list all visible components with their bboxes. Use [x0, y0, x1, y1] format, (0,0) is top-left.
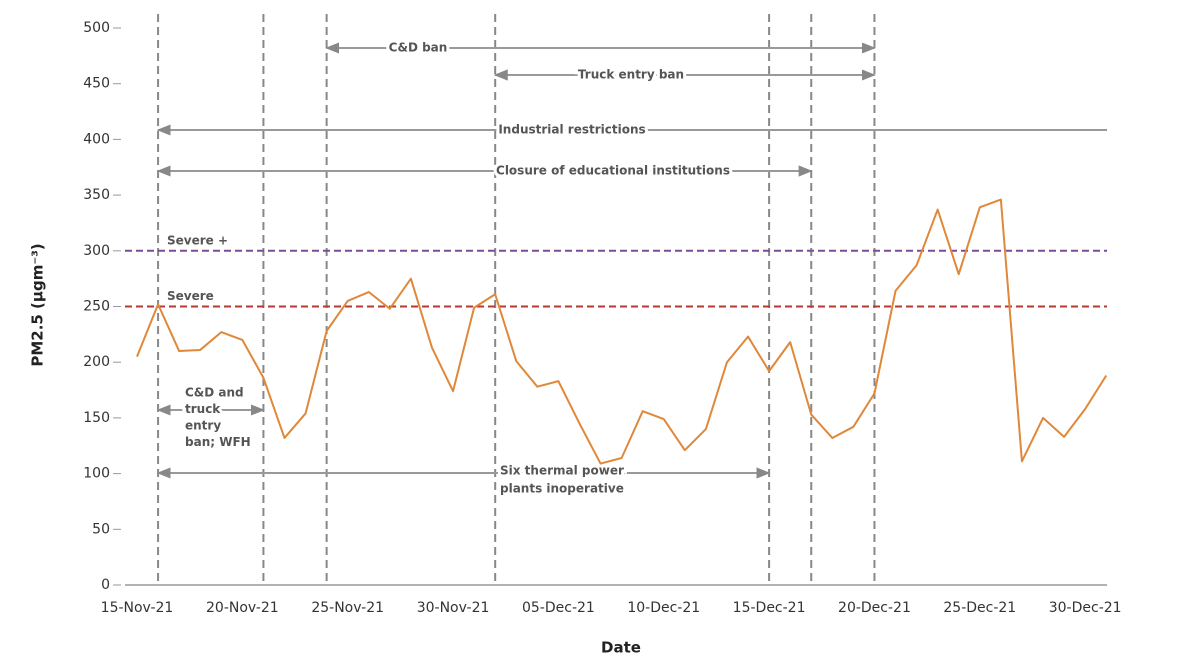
x-tick-label: 15-Nov-21 — [101, 600, 174, 616]
y-tick-label: 450 — [83, 76, 110, 92]
y-tick-label: 200 — [83, 354, 110, 370]
y-tick-label: 0 — [101, 577, 110, 593]
y-tick-label: 100 — [83, 466, 110, 482]
x-tick-label: 10-Dec-21 — [627, 600, 700, 616]
x-tick-label: 25-Nov-21 — [311, 600, 384, 616]
annotation-text: C&D and — [185, 386, 244, 400]
x-tick-label: 20-Nov-21 — [206, 600, 279, 616]
y-tick-label: 350 — [83, 187, 110, 203]
annotation-text: Truck entry ban — [578, 68, 684, 82]
y-tick-label: 300 — [83, 243, 110, 259]
data-line — [136, 198, 1108, 465]
annotation-text: entry — [185, 419, 221, 433]
x-tick-label: 25-Dec-21 — [943, 600, 1016, 616]
annotation-text: Industrial restrictions — [498, 123, 645, 137]
annotation-text: Six thermal power — [500, 464, 624, 478]
x-tick-label: 20-Dec-21 — [838, 600, 911, 616]
y-tick-label: 400 — [83, 131, 110, 147]
y-tick-label: 250 — [83, 299, 110, 315]
y-tick-label: 50 — [92, 521, 110, 537]
y-tick-label: 150 — [83, 410, 110, 426]
x-tick-label: 05-Dec-21 — [522, 600, 595, 616]
annotation-text: ban; WFH — [185, 435, 251, 449]
x-tick-label: 30-Dec-21 — [1049, 600, 1122, 616]
threshold-label: Severe — [167, 289, 214, 303]
x-axis-label: Date — [601, 639, 641, 657]
annotation-text: Closure of educational institutions — [496, 164, 730, 178]
y-tick-label: 500 — [83, 20, 110, 36]
y-axis-label: PM2.5 (μgm⁻³) — [29, 243, 47, 366]
annotation-text: truck — [185, 402, 221, 416]
threshold-label: Severe + — [167, 233, 228, 247]
x-tick-label: 15-Dec-21 — [733, 600, 806, 616]
annotation-text: plants inoperative — [500, 482, 624, 496]
annotation-text: C&D ban — [389, 41, 448, 55]
x-tick-label: 30-Nov-21 — [417, 600, 490, 616]
